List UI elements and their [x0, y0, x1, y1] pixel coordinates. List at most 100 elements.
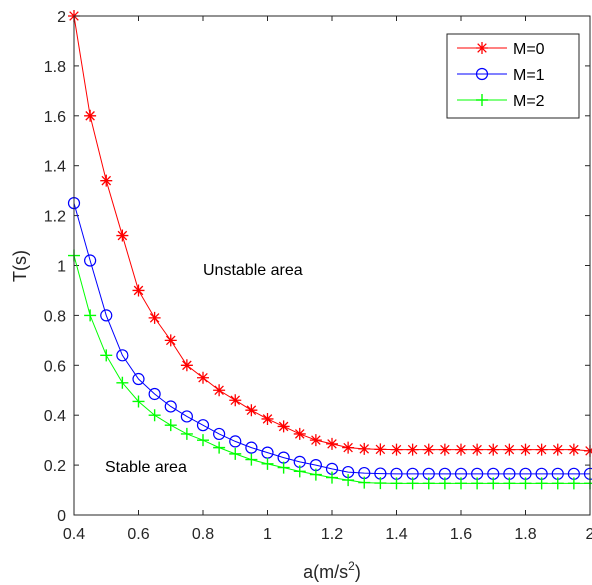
series-2-point-25 — [471, 477, 484, 490]
series-2-point-20 — [390, 477, 403, 490]
series-0-point-4 — [132, 284, 145, 297]
y-tick-label-6: 1.2 — [44, 209, 66, 226]
series-2-point-19 — [374, 477, 387, 490]
legend-items: M=0 M=1 M=2 — [457, 41, 545, 110]
series-0-point-11 — [245, 404, 258, 417]
series-1-point-6 — [164, 400, 177, 413]
series-2-point-30 — [551, 477, 564, 490]
x-tick-label-7: 1.8 — [514, 526, 536, 543]
series-2-point-14 — [293, 465, 306, 478]
series-2-point-8 — [197, 434, 209, 447]
series-1-point-10 — [229, 435, 242, 448]
x-axis-title: a(m/s2) — [303, 559, 361, 582]
y-tick-label-1: 0.2 — [44, 458, 66, 475]
series-0-point-18 — [358, 442, 371, 455]
series-0-point-24 — [455, 443, 467, 456]
series-1-point-3 — [116, 349, 129, 362]
plot-frame — [73, 15, 591, 516]
series-1-point-4 — [132, 372, 145, 386]
series-2-point-27 — [503, 477, 516, 490]
series-0-point-6 — [164, 334, 177, 347]
x-tick-label-6: 1.6 — [450, 526, 472, 543]
series-1-point-5 — [148, 387, 161, 401]
legend-marker-0 — [476, 42, 488, 54]
series-2-point-11 — [245, 453, 258, 466]
series-0-point-20 — [390, 443, 403, 456]
series-1-point-1 — [84, 254, 97, 267]
series-2-point-4 — [132, 395, 145, 408]
series-2-point-21 — [406, 477, 419, 490]
series-0-point-19 — [374, 443, 387, 456]
series-0-point-8 — [197, 371, 209, 384]
series-0-point-7 — [180, 359, 193, 372]
series-2 — [68, 249, 592, 490]
series-2-point-28 — [519, 477, 532, 490]
series-0-point-10 — [229, 394, 242, 407]
x-axis-title-end: ) — [355, 562, 361, 582]
legend-marker-1 — [475, 67, 489, 81]
legend-marker-2 — [476, 94, 488, 106]
series-0-point-25 — [471, 443, 484, 456]
series-0-point-1 — [84, 109, 97, 122]
series-2-point-12 — [261, 457, 274, 470]
series-2-point-13 — [277, 461, 290, 474]
series-0-point-14 — [293, 427, 306, 440]
series-layer — [67, 10, 592, 490]
series-0-point-21 — [406, 443, 419, 456]
x-tick-label-5: 1.4 — [385, 526, 407, 543]
series-2-point-1 — [84, 309, 97, 322]
series-2-point-18 — [358, 476, 371, 489]
series-1-point-8 — [196, 419, 210, 432]
legend: M=0 M=1 M=2 — [446, 33, 580, 119]
series-0-point-5 — [148, 311, 161, 324]
series-2-point-10 — [229, 447, 242, 460]
x-axis-title-superscript: 2 — [348, 559, 355, 573]
series-2-point-31 — [567, 477, 580, 490]
series-0-point-12 — [261, 412, 274, 425]
y-tick-label-4: 0.8 — [44, 308, 66, 325]
x-tick-label-8: 2 — [586, 526, 592, 543]
series-0-point-27 — [503, 443, 516, 456]
series-1-point-11 — [245, 441, 258, 454]
x-tick-label-2: 0.8 — [192, 526, 214, 543]
series-2-point-7 — [180, 427, 193, 440]
y-tick-label-2: 0.4 — [44, 408, 66, 425]
series-2-point-15 — [309, 468, 322, 481]
series-2-point-9 — [213, 441, 226, 454]
y-tick-label-5: 1 — [57, 259, 66, 276]
x-tick-label-3: 1 — [263, 526, 272, 543]
annotation-unstable-area: Unstable area — [203, 262, 303, 279]
y-tick-label-9: 1.8 — [44, 59, 66, 76]
series-0-point-31 — [567, 443, 580, 456]
series-1-point-7 — [180, 410, 193, 423]
series-0-point-2 — [100, 174, 113, 187]
series-1-point-9 — [213, 427, 226, 441]
y-tick-label-7: 1.4 — [44, 159, 66, 176]
x-tick-label-4: 1.2 — [321, 526, 343, 543]
series-2-point-16 — [326, 471, 338, 484]
series-0-point-17 — [342, 441, 355, 454]
series-2-point-2 — [100, 349, 113, 362]
series-2-point-29 — [535, 477, 548, 490]
series-1-point-2 — [100, 309, 113, 322]
series-0-point-13 — [277, 420, 290, 433]
series-2-point-24 — [455, 477, 467, 490]
series-0-point-16 — [326, 437, 338, 450]
series-0 — [68, 10, 592, 457]
ticks-layer: 0.4 0.6 0.8 1 1.2 1.4 1.6 1.8 2 0 0.2 0.4 0.6 0.8 1 1.2… — [44, 9, 592, 543]
annotation-stable-area: Stable area — [105, 459, 187, 476]
series-0-point-29 — [535, 443, 548, 456]
x-tick-label-1: 0.6 — [127, 526, 149, 543]
legend-label-2: M=2 — [513, 93, 545, 110]
series-0-point-30 — [551, 443, 564, 456]
series-2-point-6 — [164, 419, 177, 432]
series-2-point-22 — [422, 477, 435, 490]
series-0-point-23 — [438, 443, 451, 456]
y-tick-label-3: 0.6 — [44, 358, 66, 375]
y-axis-title: T(s) — [10, 250, 30, 282]
legend-label-1: M=1 — [513, 67, 545, 84]
x-tick-label-0: 0.4 — [63, 526, 85, 543]
legend-label-0: M=0 — [513, 41, 545, 58]
series-0-point-26 — [487, 443, 500, 456]
